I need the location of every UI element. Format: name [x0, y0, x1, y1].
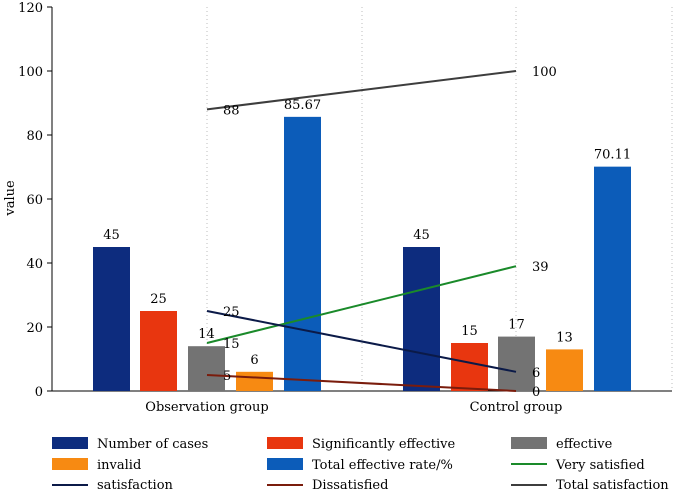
line-label-total-satisfaction-observation: 88	[223, 103, 240, 118]
bar-label-effective-control: 17	[508, 318, 525, 333]
line-label-dissatisfied-control: 0	[532, 385, 540, 400]
bar-number-of-cases-observation	[93, 247, 130, 391]
legend-label-very-satisfied: Very satisfied	[555, 458, 645, 473]
bar-significantly-effective-control	[451, 343, 488, 391]
y-tick-label-120: 120	[18, 1, 43, 16]
y-tick-label-0: 0	[35, 385, 43, 400]
labels-layer: 45 45 25 15 14 17 6 13 85.67 70.11 15 39 25 6 5 0 88 100	[103, 65, 631, 400]
bar-label-effective-observation: 14	[198, 327, 215, 342]
lines-layer	[206, 70, 517, 392]
bar-invalid-control	[546, 349, 583, 391]
line-label-dissatisfied-observation: 5	[223, 369, 231, 384]
legend-swatch-number-of-cases	[52, 437, 88, 449]
line-very-satisfied	[206, 265, 517, 344]
y-tick-label-40: 40	[26, 257, 43, 272]
line-satisfaction	[206, 310, 517, 373]
bar-effective-observation	[188, 346, 225, 391]
bar-total-effective-rate-control	[594, 166, 631, 391]
y-tick-label-60: 60	[26, 193, 43, 208]
line-label-satisfaction-observation: 25	[223, 305, 240, 320]
line-label-satisfaction-control: 6	[532, 366, 540, 381]
legend-label-total-effective-rate: Total effective rate/%	[312, 458, 453, 473]
legend-label-number-of-cases: Number of cases	[97, 437, 208, 452]
line-dissatisfied	[206, 374, 517, 392]
y-tick-label-20: 20	[26, 321, 43, 336]
bar-significantly-effective-observation	[140, 311, 177, 391]
bar-label-number-of-cases-control: 45	[413, 228, 430, 243]
x-tick-label-control: Control group	[470, 400, 563, 415]
line-label-very-satisfied-control: 39	[532, 260, 549, 275]
legend-swatch-invalid	[52, 458, 88, 470]
bar-label-significantly-effective-observation: 25	[150, 292, 167, 307]
bar-invalid-observation	[236, 371, 273, 391]
legend-label-satisfaction: satisfaction	[97, 478, 174, 491]
legend-label-effective: effective	[556, 437, 613, 452]
legend-swatch-significantly-effective	[267, 437, 303, 449]
bar-label-total-effective-rate-control: 70.11	[594, 148, 631, 163]
bar-number-of-cases-control	[403, 247, 440, 391]
y-axis-title: value	[3, 180, 18, 217]
legend-label-invalid: invalid	[97, 458, 141, 473]
bar-total-effective-rate-observation	[284, 116, 321, 391]
y-tick-label-100: 100	[18, 65, 43, 80]
bar-label-total-effective-rate-observation: 85.67	[284, 98, 321, 113]
bar-effective-control	[498, 336, 535, 391]
legend-label-significantly-effective: Significantly effective	[312, 437, 455, 452]
bar-label-significantly-effective-control: 15	[461, 324, 478, 339]
bar-label-number-of-cases-observation: 45	[103, 228, 120, 243]
legend-swatch-total-effective-rate	[267, 458, 303, 470]
y-tick-label-80: 80	[26, 129, 43, 144]
line-label-very-satisfied-observation: 15	[223, 337, 240, 352]
legend-swatch-effective	[511, 437, 547, 449]
x-tick-label-observation: Observation group	[145, 400, 268, 415]
bar-label-invalid-control: 13	[556, 330, 573, 345]
line-label-total-satisfaction-control: 100	[532, 65, 557, 80]
bars-layer	[93, 116, 631, 391]
legend: Number of cases Significantly effective …	[52, 437, 669, 493]
legend-label-total-satisfaction: Total satisfaction	[556, 478, 669, 491]
line-total-satisfaction	[206, 70, 517, 111]
legend-label-dissatisfied: Dissatisfied	[312, 478, 388, 491]
bar-label-invalid-observation: 6	[250, 353, 258, 368]
